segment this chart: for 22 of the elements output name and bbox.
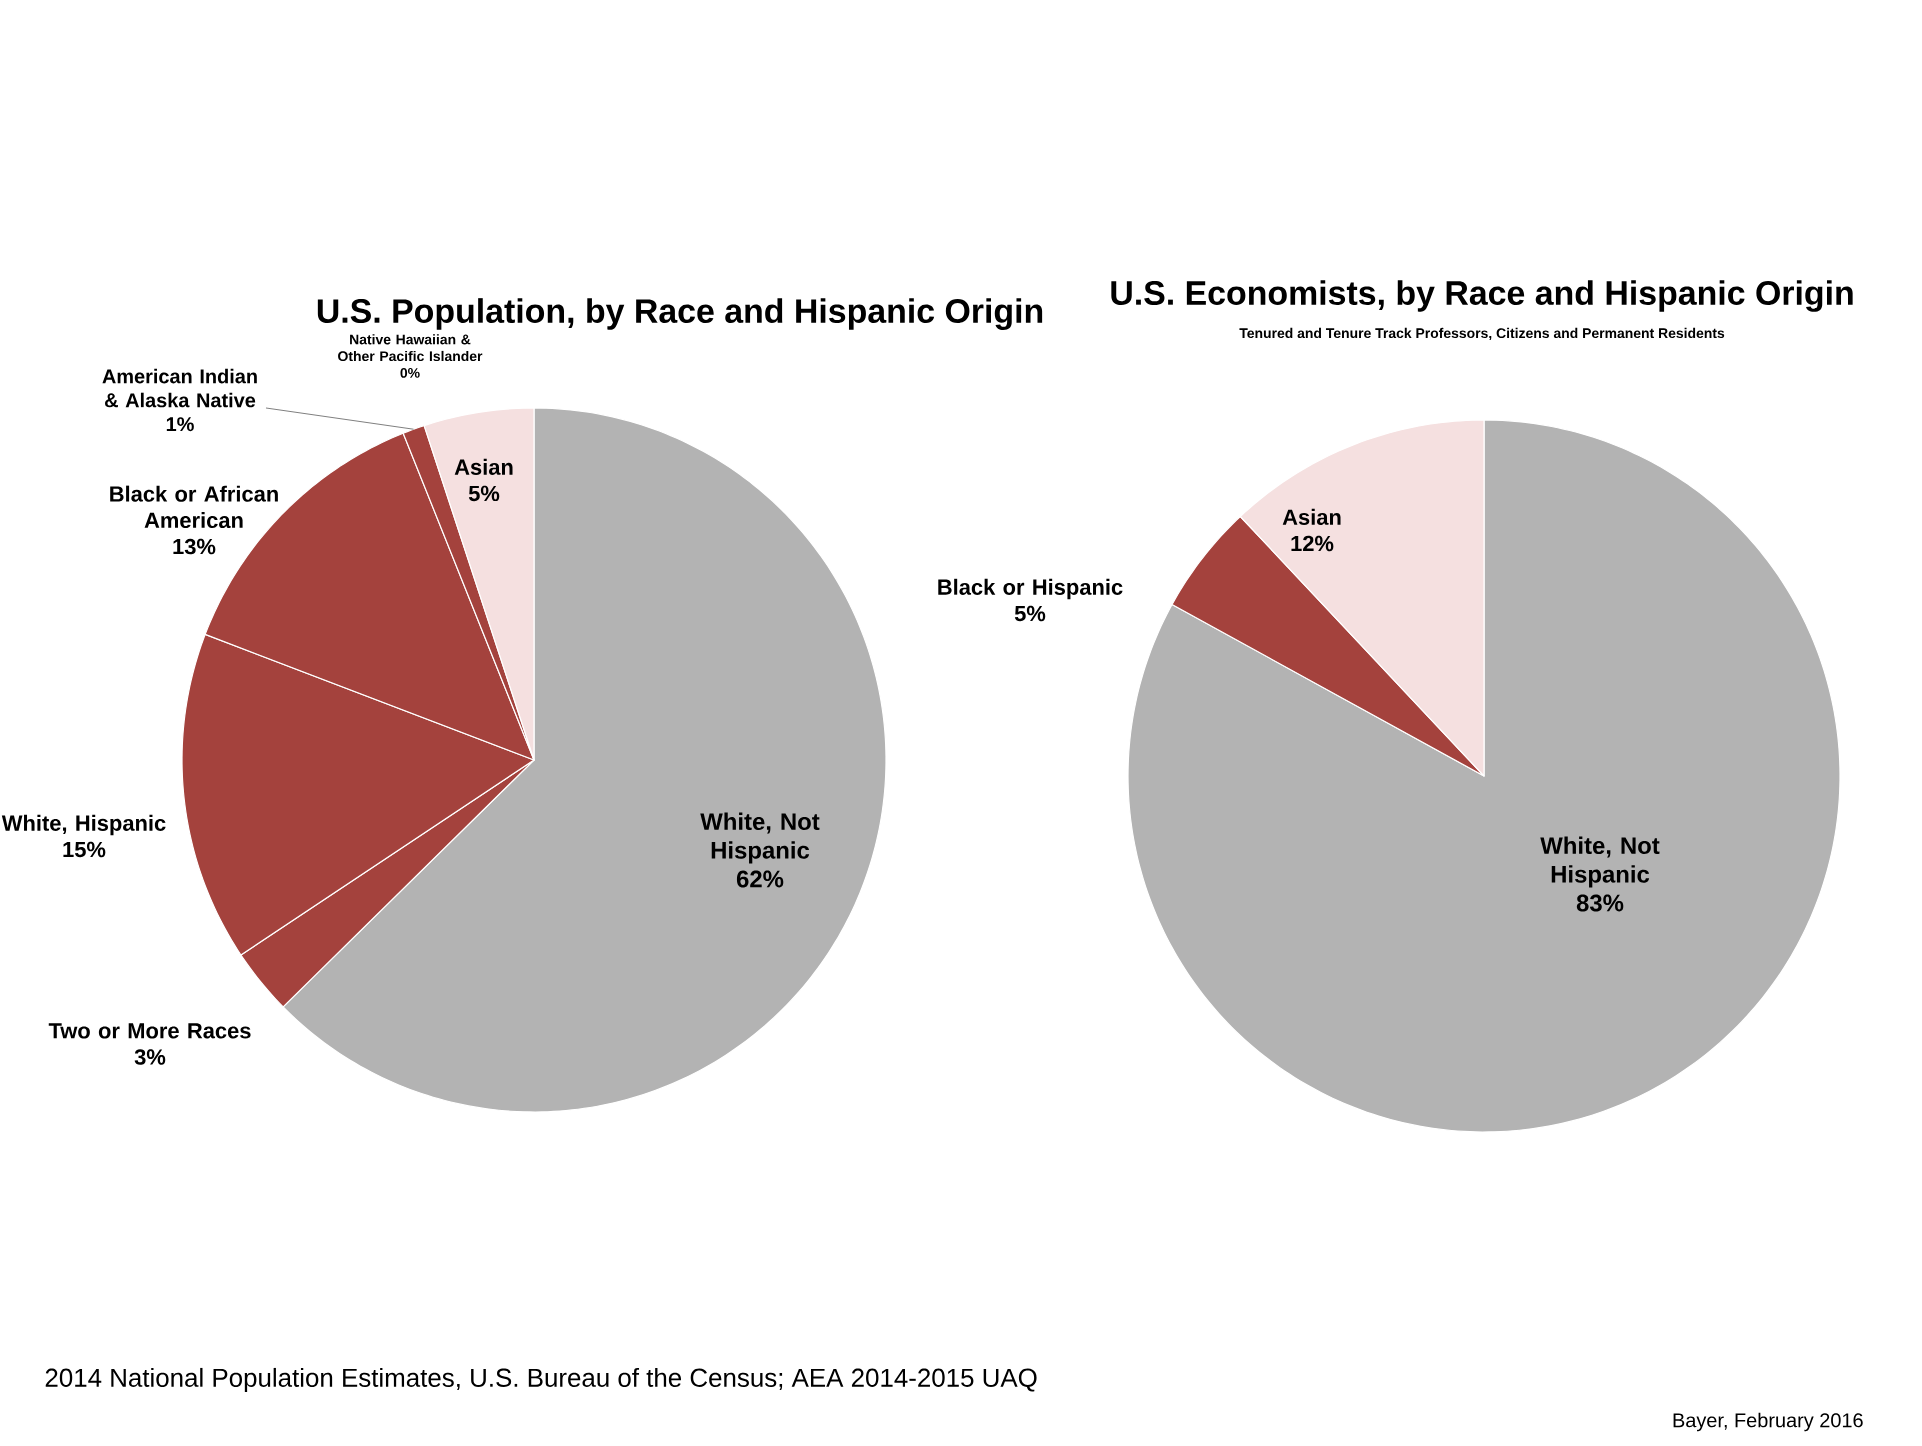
data-label: 3% (134, 1049, 166, 1065)
slice-label: Two or More Races (48, 1023, 251, 1039)
data-label: 5% (468, 485, 500, 502)
text: Bayer, February 2016 (1673, 1412, 1863, 1432)
slice-label: Asian (454, 458, 513, 475)
data-label: 13% (173, 538, 216, 555)
data-label: 12% (1291, 535, 1334, 552)
data-label: 5% (1014, 605, 1046, 622)
data-label: 83% (1576, 894, 1624, 912)
slice-label: American Indian & Alaska Native (102, 368, 257, 408)
slice-label: White, Not Hispanic (700, 812, 820, 864)
slice-label: Black or Hispanic (938, 578, 1123, 600)
slice-label: White, Not Hispanic (1540, 836, 1660, 888)
slice-label: Black or African American (110, 485, 278, 529)
slice-label: Asian (1282, 508, 1341, 525)
chart-title: U.S. Population, by Race and Hispanic Origin (317, 298, 1043, 330)
text: 2014 National Population Estimates, U.S. Bureau of the Census; AEA 2014-2015 UAQ (45, 1367, 1037, 1393)
data-label: 1% (166, 417, 194, 432)
slice-label: White, Hispanic (1, 814, 166, 836)
chart-title: U.S. Economists, by Race and Hispanic Origin (1111, 280, 1853, 312)
data-label: 15% (63, 841, 106, 858)
data-label: 62% (736, 870, 784, 888)
